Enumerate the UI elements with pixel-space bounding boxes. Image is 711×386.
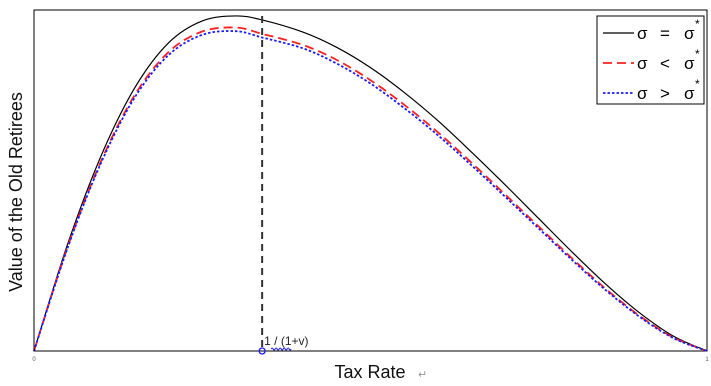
legend-target: σ	[684, 24, 695, 43]
return-mark-icon: ↵	[418, 369, 427, 381]
annotation-label: 1 / (1+v)	[264, 334, 308, 348]
x-tick-label: 1	[705, 357, 709, 363]
legend-mark: *	[695, 17, 700, 31]
plot-frame	[33, 9, 708, 352]
legend-relation: >	[660, 84, 670, 103]
legend-entries: σ = σ *σ < σ *σ > σ *	[603, 17, 700, 103]
annotation-marker	[258, 347, 266, 355]
legend-box	[596, 15, 705, 105]
annotation-squiggle	[270, 347, 292, 351]
legend-symbol: σ	[637, 84, 648, 103]
x-tick-label: 0	[32, 357, 36, 363]
legend: σ = σ *σ < σ *σ > σ *	[596, 15, 705, 105]
legend-relation: =	[660, 24, 670, 43]
legend-target: σ	[684, 84, 695, 103]
legend-symbol: σ	[637, 24, 648, 43]
series-line-2	[33, 26, 708, 352]
legend-symbol: σ	[637, 54, 648, 73]
legend-target: σ	[684, 54, 695, 73]
series-line-1	[33, 15, 708, 352]
legend-mark: *	[695, 47, 700, 61]
legend-relation: <	[660, 54, 670, 73]
x-axis-label: Tax Rate	[334, 362, 405, 381]
y-axis-label: Value of the Old Retirees	[6, 92, 26, 292]
series-line-3	[33, 30, 708, 352]
legend-mark: *	[695, 77, 700, 91]
series-layer	[33, 15, 708, 352]
